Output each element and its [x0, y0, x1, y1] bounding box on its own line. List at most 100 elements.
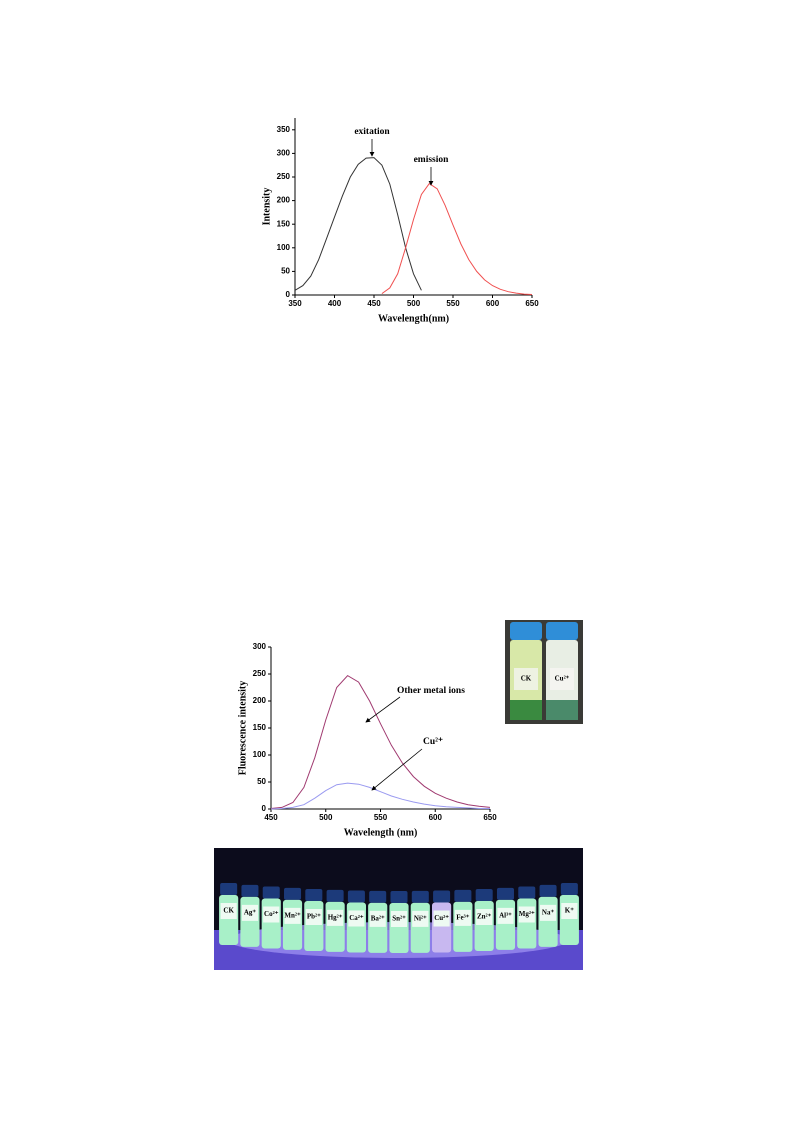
x-tick-label: 400 — [328, 299, 342, 308]
annotation: Other metal ions — [397, 686, 465, 696]
vial-body — [559, 895, 579, 945]
y-tick-label: 0 — [262, 804, 267, 813]
vial-body — [368, 902, 388, 953]
vial-tag — [476, 909, 493, 925]
y-tick-label: 200 — [253, 696, 267, 705]
vial-body — [304, 901, 324, 951]
vial-cap — [347, 890, 365, 903]
annotation: emission — [414, 155, 450, 165]
vial-cap — [305, 889, 323, 901]
vial-label: Hg²⁺ — [328, 913, 343, 921]
vial-tag — [220, 903, 237, 919]
photo-vials-pair: CK Cu²⁺ — [505, 620, 583, 724]
vial-body — [240, 896, 260, 947]
vial-tag — [369, 910, 386, 927]
line-series — [294, 157, 422, 291]
line-series — [381, 182, 533, 295]
vial-cap — [454, 889, 472, 902]
vial-label: Ag⁺ — [244, 908, 257, 916]
y-tick-label: 150 — [253, 723, 267, 732]
vial-label: Zn²⁺ — [477, 913, 492, 921]
vial-body — [282, 899, 303, 950]
vial-label: Cu²⁺ — [555, 675, 570, 683]
vial-label: Fe³⁺ — [456, 913, 469, 921]
vial-cap — [560, 883, 578, 895]
vial-tag — [539, 904, 557, 921]
y-tick-label: 0 — [286, 290, 291, 299]
y-tick-label: 100 — [277, 243, 291, 252]
vial-cap — [241, 884, 259, 897]
vial-label: Mg²⁺ — [519, 910, 535, 918]
vial-label: Sn²⁺ — [392, 915, 406, 923]
vial-cap — [539, 884, 557, 897]
vial-body — [453, 901, 473, 952]
vial-cap — [262, 886, 280, 899]
vial-body — [261, 898, 281, 949]
y-axis-label: Fluorescence intensity — [237, 681, 248, 776]
x-tick-label: 550 — [446, 299, 460, 308]
x-tick-label: 600 — [429, 813, 443, 822]
x-tick-label: 450 — [367, 299, 381, 308]
vial-tag — [348, 910, 365, 927]
vial-cap — [284, 887, 302, 900]
x-axis-label: Wavelength (nm) — [344, 827, 418, 838]
y-tick-label: 300 — [277, 149, 291, 158]
vial-cap — [411, 890, 429, 903]
vial-label: Ni²⁺ — [414, 914, 427, 922]
x-tick-label: 500 — [319, 813, 333, 822]
line-series — [270, 674, 491, 809]
vial-tag — [241, 904, 259, 921]
vial-tag — [284, 907, 301, 924]
vial-tag — [305, 909, 322, 925]
x-tick-label: 450 — [264, 813, 278, 822]
vial-label: Al³⁺ — [499, 911, 512, 919]
x-tick-label: 500 — [407, 299, 421, 308]
annotation-arrow — [365, 696, 401, 723]
x-tick-label: 600 — [486, 299, 500, 308]
y-tick-label: 250 — [277, 172, 291, 181]
vial-cap — [433, 890, 451, 903]
y-tick-label: 350 — [277, 125, 291, 134]
vial-tag — [497, 907, 514, 924]
vial-cap — [496, 887, 514, 900]
y-tick-label: 200 — [277, 196, 291, 205]
vial-body — [389, 903, 409, 953]
vial-body — [410, 902, 430, 953]
vial-label: Co²⁺ — [264, 910, 279, 918]
y-tick-label: 300 — [253, 642, 267, 651]
vial-tag — [433, 910, 450, 927]
vial-body — [219, 895, 239, 945]
x-axis-label: Wavelength(nm) — [378, 313, 449, 324]
y-tick-label: 50 — [281, 267, 290, 276]
vial-tag — [263, 906, 280, 923]
vial-body — [474, 901, 494, 951]
annotation: Cu²⁺ — [423, 737, 443, 747]
vial-cap — [390, 891, 408, 903]
vial-tag — [327, 909, 344, 926]
vial-tag — [518, 906, 535, 923]
y-tick-label: 100 — [253, 750, 267, 759]
vial-label: Cu²⁺ — [434, 914, 449, 922]
y-tick-label: 150 — [277, 219, 291, 228]
vial-tag — [412, 910, 429, 927]
annotation: exitation — [354, 127, 390, 137]
y-tick-label: 50 — [257, 777, 266, 786]
vial-label: Ba²⁺ — [371, 914, 385, 922]
vial-tag — [454, 909, 471, 926]
vial-body — [432, 902, 452, 953]
photo-vials-row: CK Ag⁺ Co²⁺ Mn²⁺ Pb²⁺ Hg²⁺ Ca²⁺ Ba²⁺ Sn²⁺ Ni²⁺ Cu²… — [214, 848, 583, 970]
x-tick-label: 650 — [483, 813, 497, 822]
vial-body — [538, 896, 558, 947]
x-tick-label: 550 — [374, 813, 388, 822]
vial-label: K⁺ — [565, 907, 574, 915]
vial-cap — [369, 890, 387, 903]
x-tick-label: 650 — [525, 299, 539, 308]
vial-label: Mn²⁺ — [284, 911, 301, 919]
vial-label: Ca²⁺ — [349, 914, 364, 922]
vial-cap — [326, 889, 344, 902]
annotation-arrow — [371, 748, 423, 791]
vial-label: Na⁺ — [542, 908, 555, 916]
y-tick-label: 250 — [253, 669, 267, 678]
vial-label: CK — [521, 675, 532, 683]
